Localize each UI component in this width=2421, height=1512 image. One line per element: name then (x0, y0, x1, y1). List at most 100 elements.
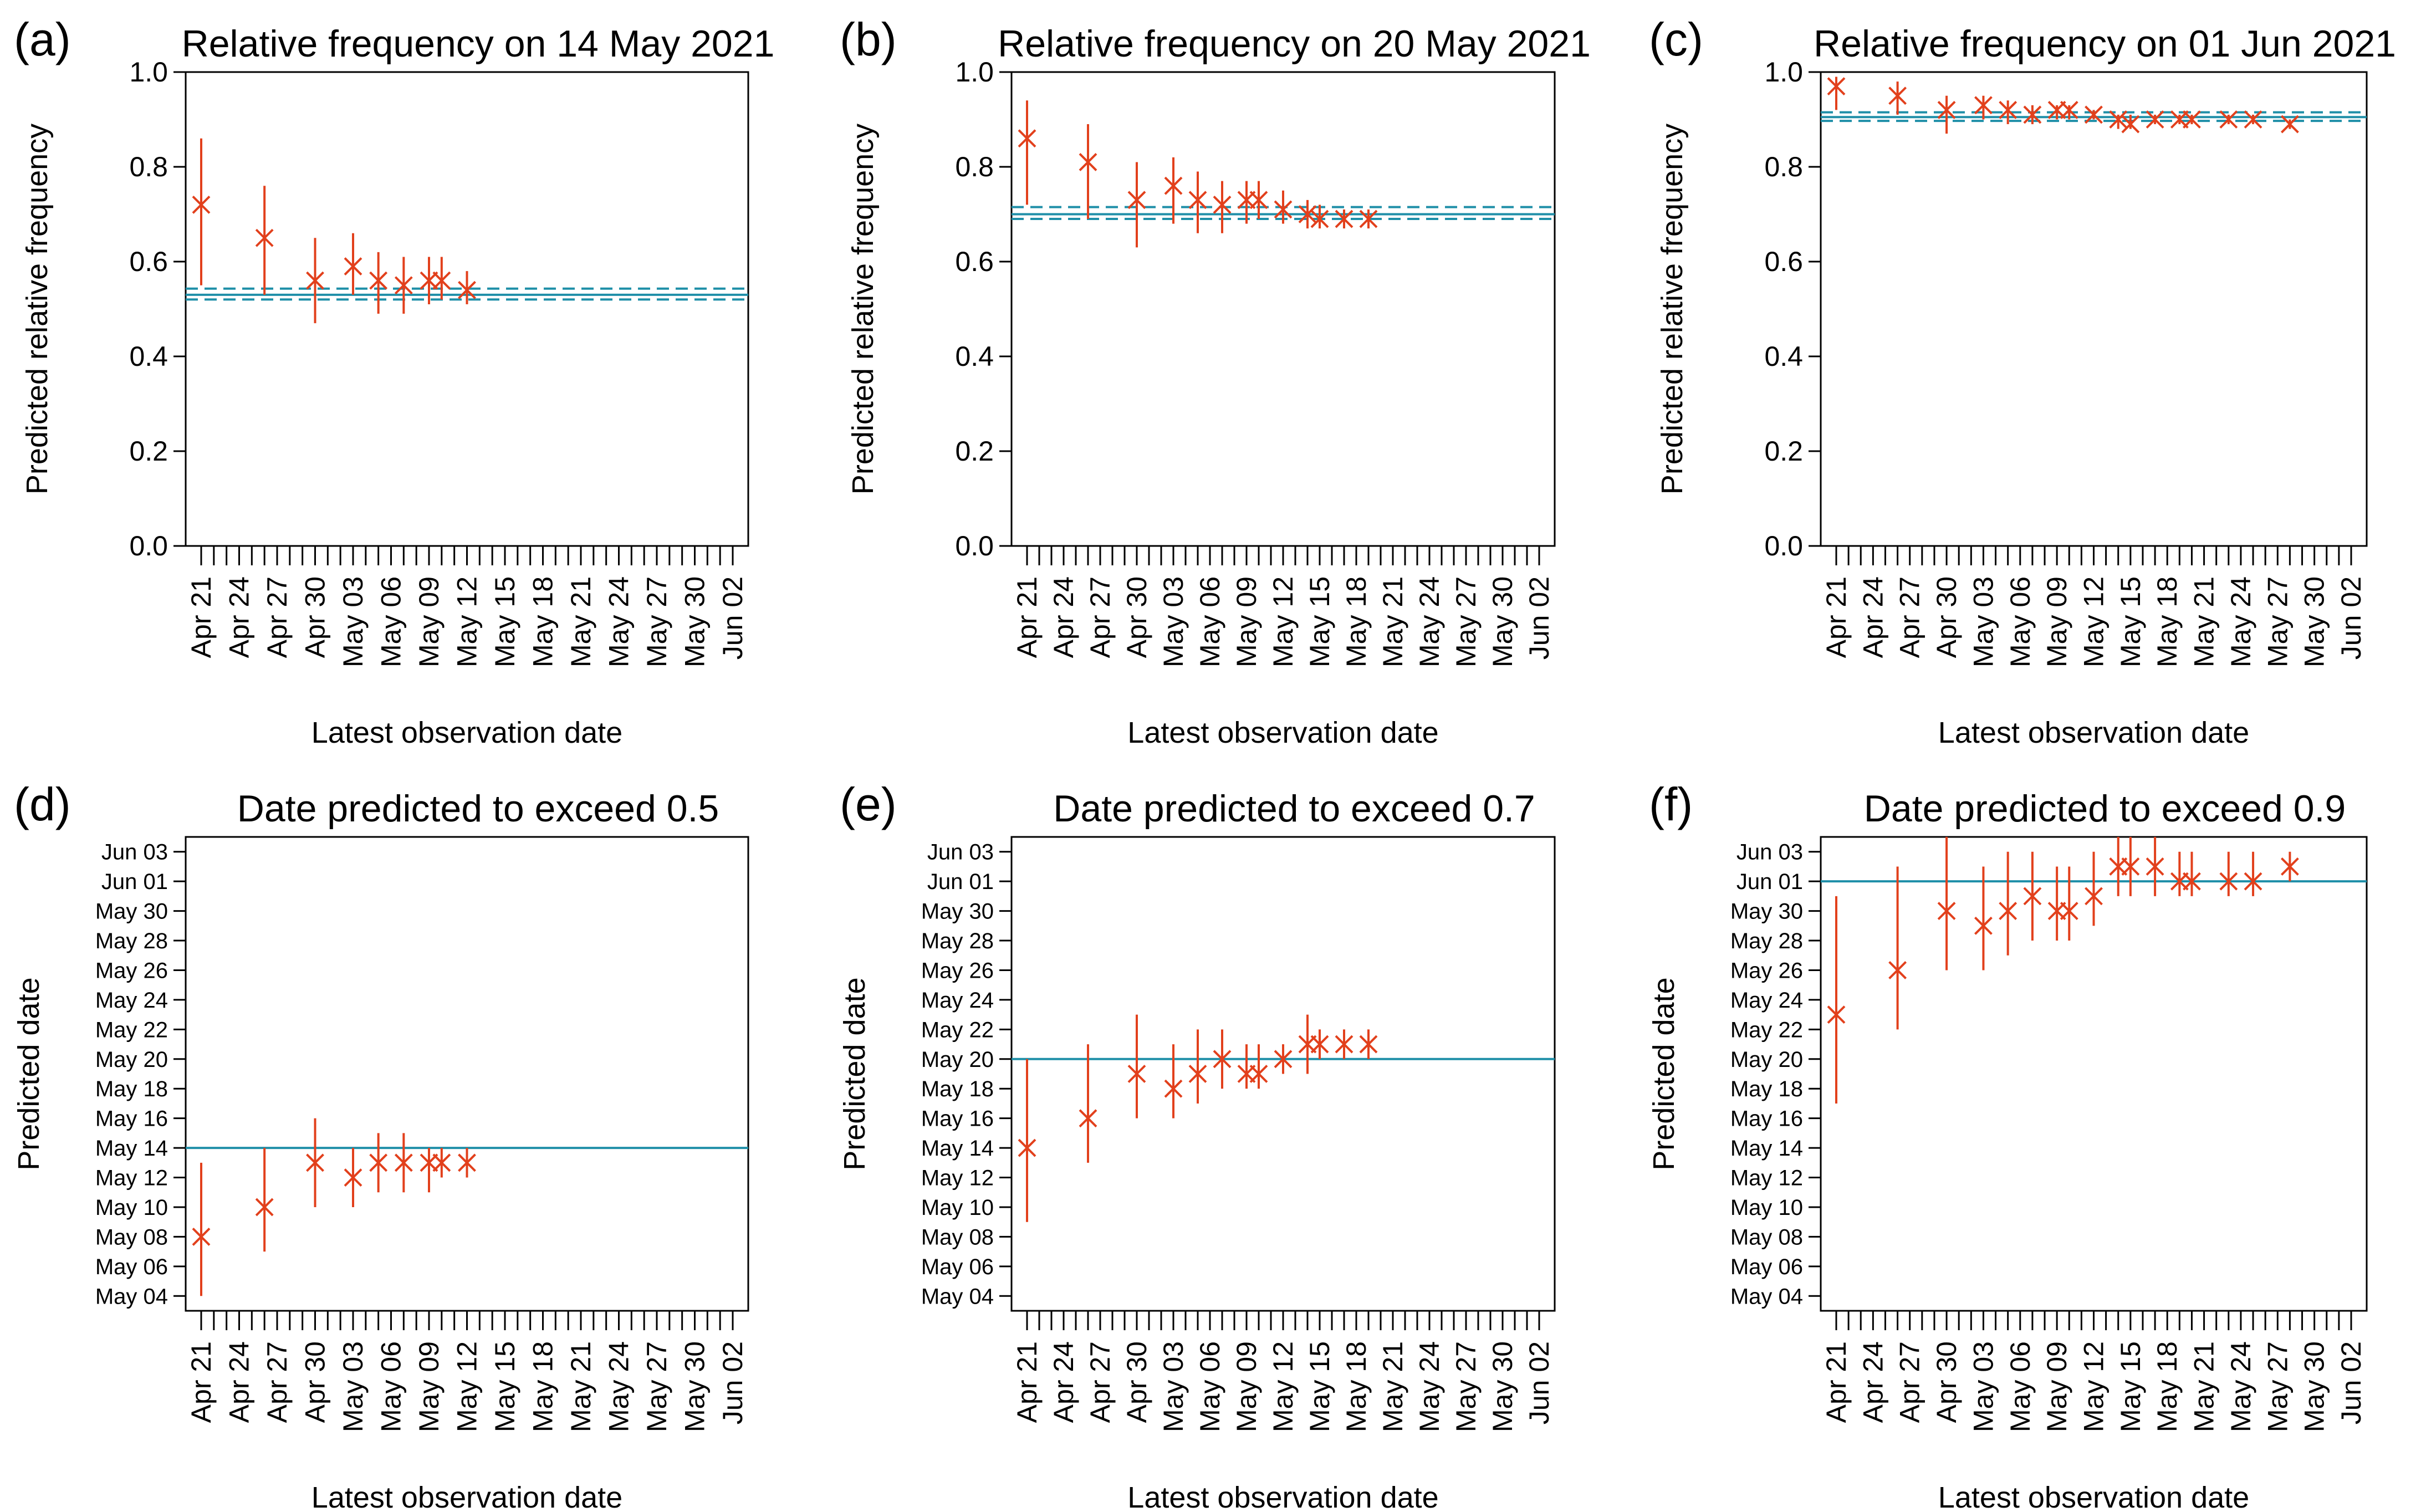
y-tick-label: May 22 (1730, 1018, 1803, 1042)
x-tick-label: May 21 (1377, 1341, 1408, 1432)
panel-b: (b) Relative frequency on 20 May 2021 Pred… (840, 13, 1591, 749)
y-axis-label: Predicted date (1647, 977, 1681, 1170)
y-tick-label: May 10 (1730, 1196, 1803, 1220)
x-tick-label: Apr 27 (1085, 576, 1116, 658)
y-tick-label: Jun 01 (927, 870, 994, 894)
y-tick-label: May 20 (921, 1048, 994, 1072)
data-point (1888, 86, 1907, 105)
x-tick-label: Apr 21 (1821, 1341, 1852, 1423)
y-tick-label: 0.2 (955, 436, 994, 467)
y-tick-label: May 08 (95, 1225, 168, 1249)
y-tick-label: May 22 (95, 1018, 168, 1042)
data-point (1079, 153, 1097, 171)
x-tick-label: May 18 (1341, 576, 1372, 667)
y-tick-label: 0.8 (1764, 151, 1803, 182)
x-tick-label: Apr 27 (1085, 1341, 1116, 1423)
x-tick-label: Apr 30 (1931, 1341, 1962, 1423)
y-tick-label: May 18 (95, 1077, 168, 1101)
data-point (2183, 872, 2201, 891)
x-tick-label: May 30 (680, 1341, 711, 1432)
data-point (2280, 115, 2299, 134)
panel-letter: (d) (14, 778, 71, 830)
data-point (1079, 1109, 1097, 1128)
data-point (432, 271, 451, 290)
data-point (2244, 110, 2262, 129)
y-tick-label: May 08 (921, 1225, 994, 1249)
x-tick-label: May 27 (1450, 1341, 1482, 1432)
x-tick-label: Apr 21 (1012, 576, 1043, 658)
y-tick-label: May 20 (1730, 1048, 1803, 1072)
x-tick-label: Apr 27 (262, 576, 293, 658)
x-tick-label: Apr 27 (262, 1341, 293, 1423)
x-tick-label: Jun 02 (2336, 1341, 2367, 1424)
data-point (420, 1153, 438, 1172)
x-tick-label: May 03 (1968, 1341, 1999, 1432)
data-point (458, 1153, 476, 1172)
data-point (2219, 110, 2238, 129)
y-tick-label: May 10 (95, 1196, 168, 1220)
data-point (255, 228, 274, 247)
x-tick-label: May 24 (1414, 1341, 1445, 1432)
y-tick-label: May 06 (1730, 1255, 1803, 1279)
data-point (1249, 191, 1268, 210)
x-tick-label: Apr 27 (1894, 576, 1925, 658)
x-tick-label: May 30 (1487, 576, 1518, 667)
x-tick-label: Apr 24 (1857, 576, 1888, 658)
data-point (1188, 191, 1207, 210)
x-tick-label: May 30 (2299, 576, 2330, 667)
y-tick-label: May 28 (95, 929, 168, 953)
x-tick-label: Apr 27 (1894, 1341, 1925, 1423)
y-tick-label: Jun 01 (101, 870, 168, 894)
y-tick-label: 0.2 (1764, 436, 1803, 467)
x-tick-label: May 06 (1194, 576, 1225, 667)
y-axis-label: Predicted date (12, 977, 45, 1170)
x-tick-label: May 24 (604, 1341, 635, 1432)
data-point (2146, 857, 2164, 876)
y-tick-label: May 30 (95, 900, 168, 924)
y-tick-label: May 12 (1730, 1166, 1803, 1191)
panel-letter: (f) (1649, 778, 1693, 830)
x-tick-label: May 24 (2225, 1341, 2256, 1432)
x-axis-label: Latest observation date (1938, 716, 2249, 749)
y-tick-label: May 12 (921, 1166, 994, 1191)
data-point (306, 271, 324, 290)
data-point (1310, 1035, 1329, 1054)
x-tick-label: May 30 (2299, 1341, 2330, 1432)
x-tick-label: Apr 24 (224, 576, 255, 658)
y-tick-label: May 14 (1730, 1136, 1803, 1161)
x-tick-label: Jun 02 (717, 1341, 748, 1424)
data-point (458, 280, 476, 299)
x-tick-label: May 03 (1158, 576, 1189, 667)
y-tick-label: 0.8 (129, 151, 168, 182)
x-tick-label: May 12 (452, 576, 483, 667)
panel-c: (c) Relative frequency on 01 Jun 2021 Pred… (1649, 13, 2396, 749)
y-tick-label: Jun 03 (927, 840, 994, 865)
x-axis-label: Latest observation date (311, 716, 622, 749)
data-point (1974, 916, 1993, 935)
y-tick-label: May 16 (921, 1107, 994, 1131)
y-tick-label: May 26 (1730, 958, 1803, 983)
data-point (2109, 110, 2128, 129)
x-tick-label: May 06 (376, 1341, 407, 1432)
y-tick-label: 0.4 (955, 341, 994, 372)
data-point (1164, 1079, 1183, 1098)
x-tick-label: Apr 24 (224, 1341, 255, 1423)
panel-letter: (b) (840, 13, 897, 65)
x-tick-label: May 27 (641, 576, 672, 667)
x-tick-label: May 03 (338, 576, 369, 667)
y-tick-label: 1.0 (955, 57, 994, 88)
y-tick-label: May 20 (95, 1048, 168, 1072)
chart-title: Date predicted to exceed 0.9 (1864, 788, 2346, 830)
x-axis-label: Latest observation date (1938, 1481, 2249, 1512)
chart-title: Relative frequency on 20 May 2021 (998, 23, 1591, 65)
y-tick-label: 0.0 (129, 530, 168, 561)
y-tick-label: May 04 (95, 1284, 168, 1309)
data-point (2219, 872, 2238, 891)
data-point (1999, 902, 2018, 921)
plot-frame (185, 71, 749, 547)
x-tick-label: May 18 (528, 1341, 559, 1432)
x-tick-label: May 12 (2078, 576, 2110, 667)
data-point (394, 1153, 413, 1172)
data-point (1018, 1138, 1036, 1157)
x-tick-label: May 15 (489, 576, 520, 667)
